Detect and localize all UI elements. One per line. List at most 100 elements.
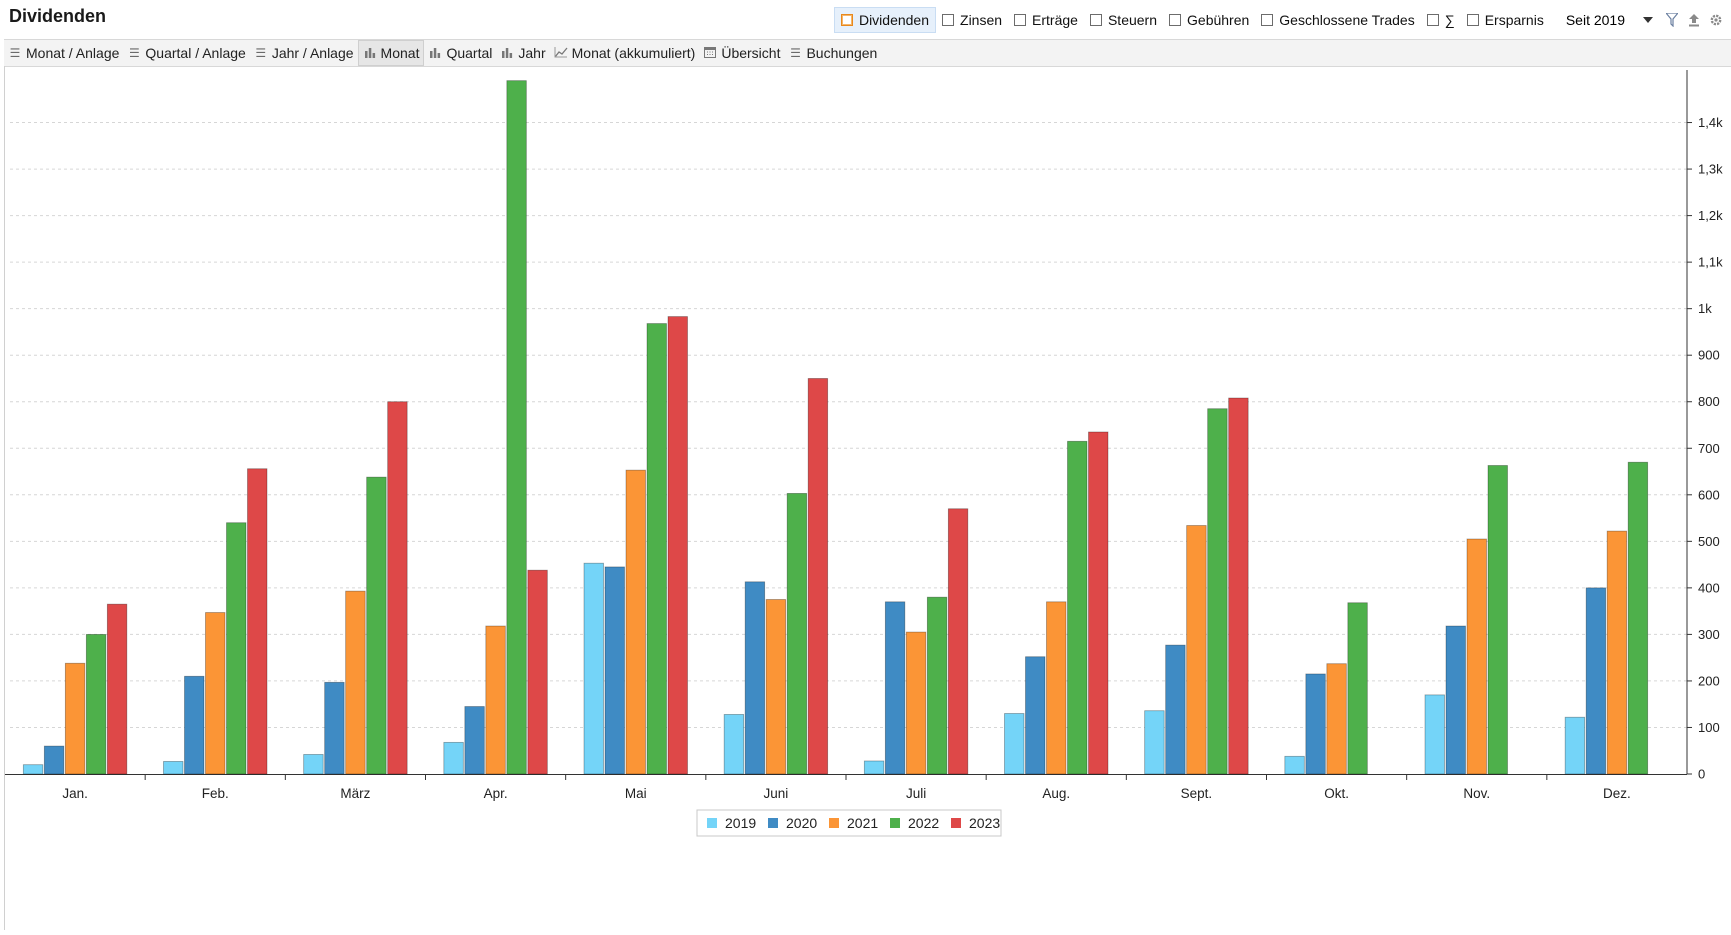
tab-label: Jahr (518, 45, 546, 61)
tab-label: Quartal / Anlage (145, 45, 246, 61)
legend-label-2022: 2022 (908, 815, 939, 831)
filter-dividenden[interactable]: Dividenden (833, 7, 937, 33)
tab-jahr-anlage[interactable]: ☰ Jahr / Anlage (250, 41, 358, 65)
bar-2019-10 (1424, 694, 1445, 775)
bar-2022-7 (1067, 440, 1088, 775)
bar-2019-5 (723, 714, 745, 775)
tab-monat-anlage[interactable]: ☰ Monat / Anlage (4, 41, 123, 65)
gear-icon[interactable] (1707, 11, 1725, 29)
tab-monat-akkumuliert[interactable]: Monat (akkumuliert) (550, 41, 700, 65)
bar-2020-1 (184, 675, 205, 775)
filter-ertraege[interactable]: Erträge (1008, 8, 1084, 32)
tab-label: Jahr / Anlage (271, 45, 354, 61)
tab-label: Monat (akkumuliert) (571, 45, 696, 61)
period-dropdown[interactable]: Seit 2019 (1560, 12, 1659, 28)
bar-2019-1 (163, 761, 184, 775)
filter-icon[interactable] (1663, 11, 1681, 29)
bar-2022-1 (226, 522, 247, 775)
checkbox-icon[interactable] (840, 14, 853, 26)
y-tick-label: 1,3k (1698, 162, 1723, 177)
bar-2020-2 (324, 681, 345, 775)
view-tabs: ☰ Monat / Anlage ☰ Quartal / Anlage ☰ Jahr … (4, 39, 1731, 67)
y-tick-label: 500 (1698, 534, 1720, 549)
x-tick-label: Juli (906, 786, 926, 801)
bar-2022-0 (85, 634, 107, 775)
tab-label: Quartal (446, 45, 493, 61)
tab-jahr[interactable]: Jahr (496, 41, 549, 65)
tab-quartal-anlage[interactable]: ☰ Quartal / Anlage (123, 41, 249, 65)
filter-gebuehren[interactable]: Gebühren (1163, 8, 1255, 32)
tab-uebersicht[interactable]: Übersicht (699, 41, 784, 65)
checkbox-icon[interactable] (1261, 14, 1274, 26)
line-chart-icon (554, 46, 568, 60)
filter-geschlossene-trades[interactable]: Geschlossene Trades (1255, 8, 1420, 32)
x-tick-label: Jan. (62, 786, 88, 801)
top-bar: Dividenden Dividenden Zinsen Erträge Ste… (0, 0, 1731, 38)
bar-2021-3 (485, 625, 506, 775)
filter-label: Ersparnis (1484, 12, 1544, 28)
list-icon: ☰ (255, 46, 267, 60)
bar-2022-5 (786, 493, 808, 775)
tab-label: Monat (380, 45, 420, 61)
bar-2020-8 (1165, 644, 1186, 775)
bar-2021-4 (625, 469, 646, 775)
x-tick-label: Juni (764, 786, 789, 801)
checkbox-icon[interactable] (1089, 14, 1102, 26)
legend (696, 809, 1002, 837)
filter-label: Gebühren (1187, 12, 1250, 28)
x-tick-label: März (340, 786, 370, 801)
bar-2019-11 (1564, 716, 1586, 775)
bar-2019-9 (1284, 755, 1305, 775)
filter-label: Zinsen (960, 12, 1003, 28)
y-tick-label: 400 (1698, 580, 1720, 595)
dividend-bar-chart: 0 100 200 300 400 500 600 700 800 900 1k 1,1k 1,2k 1,… (5, 70, 1723, 837)
checkbox-icon[interactable] (1426, 14, 1439, 26)
bar-2023-1 (247, 468, 268, 775)
bar-2022-4 (646, 323, 667, 775)
export-icon[interactable] (1685, 11, 1703, 29)
filter-ersparnis[interactable]: Ersparnis (1461, 8, 1550, 32)
y-tick-label: 200 (1698, 673, 1720, 688)
bar-2019-6 (863, 760, 885, 775)
checkbox-icon[interactable] (1466, 14, 1479, 26)
bar-2023-0 (106, 603, 128, 775)
bar-2020-7 (1025, 656, 1046, 775)
list-icon: ☰ (129, 46, 140, 60)
checkbox-icon[interactable] (1014, 14, 1027, 26)
bar-2021-7 (1046, 601, 1067, 775)
bar-2020-4 (604, 566, 625, 775)
bar-2022-8 (1207, 408, 1228, 775)
bar-2022-10 (1487, 465, 1508, 775)
bar-2021-2 (345, 590, 366, 775)
tab-monat[interactable]: Monat (357, 40, 425, 66)
bar-chart-icon (428, 46, 442, 60)
bar-2023-2 (387, 401, 408, 775)
filter-steuern[interactable]: Steuern (1084, 8, 1163, 32)
list-icon: ☰ (790, 46, 801, 60)
bar-2023-4 (667, 316, 688, 775)
tab-label: Übersicht (721, 45, 781, 61)
y-tick-label: 600 (1698, 487, 1720, 502)
tab-quartal[interactable]: Quartal (424, 41, 496, 65)
bar-2023-7 (1088, 431, 1109, 775)
calendar-icon (703, 46, 717, 60)
filter-zinsen[interactable]: Zinsen (936, 8, 1008, 32)
y-tick-label: 1,1k (1698, 255, 1723, 270)
tab-label: Buchungen (806, 45, 878, 61)
filter-summe[interactable]: ∑ (1421, 8, 1461, 32)
filter-label: Dividenden (858, 12, 930, 28)
bar-2019-2 (303, 754, 324, 775)
x-tick-label: Okt. (1324, 786, 1349, 801)
legend-swatch-2019 (707, 818, 717, 828)
checkbox-icon[interactable] (942, 14, 955, 26)
checkbox-icon[interactable] (1169, 14, 1182, 26)
x-tick-label: Sept. (1181, 786, 1213, 801)
bar-2021-9 (1326, 663, 1347, 775)
bar-2023-5 (807, 378, 829, 775)
legend-swatch-2020 (768, 818, 778, 828)
bar-2020-5 (744, 581, 766, 775)
bar-2022-3 (506, 80, 527, 775)
bar-2021-0 (64, 662, 86, 775)
bar-2020-6 (884, 601, 906, 775)
tab-buchungen[interactable]: ☰ Buchungen (784, 41, 881, 65)
